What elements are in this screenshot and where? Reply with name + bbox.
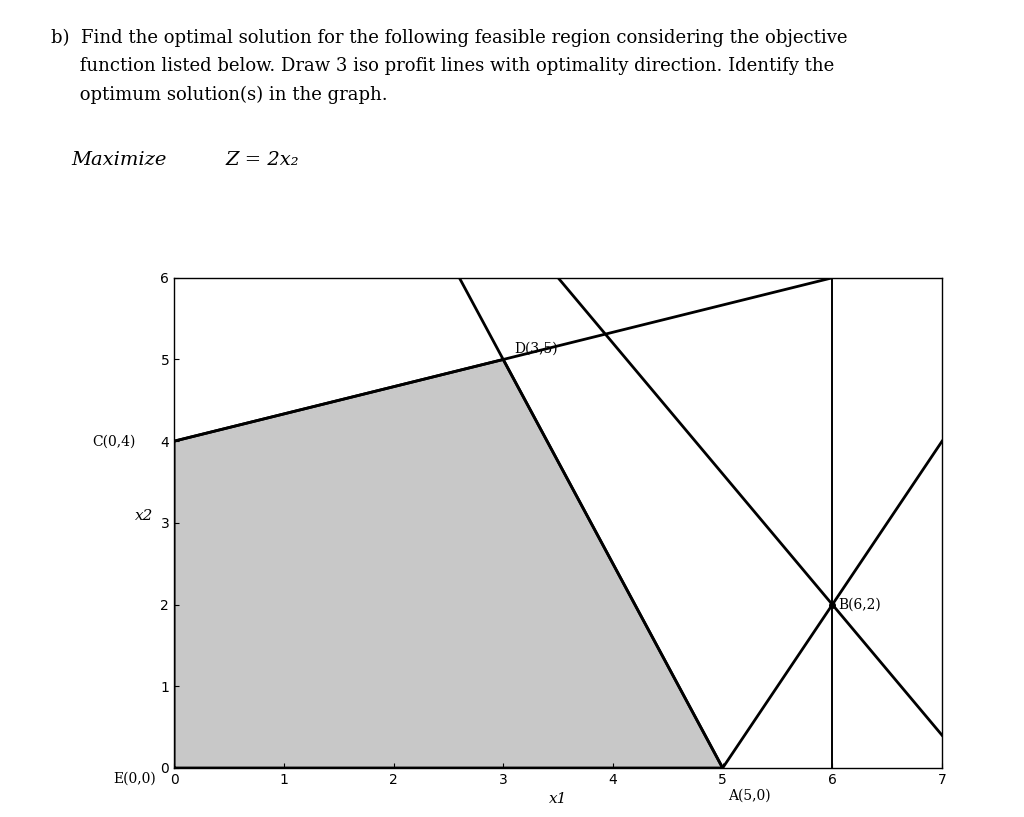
Text: A(5,0): A(5,0) bbox=[728, 788, 771, 802]
Text: b)  Find the optimal solution for the following feasible region considering the : b) Find the optimal solution for the fol… bbox=[51, 29, 848, 47]
Text: B(6,2): B(6,2) bbox=[838, 597, 881, 612]
Y-axis label: x2: x2 bbox=[134, 509, 153, 523]
Polygon shape bbox=[174, 359, 723, 768]
Text: Z = 2x₂: Z = 2x₂ bbox=[225, 151, 299, 169]
Text: Maximize: Maximize bbox=[72, 151, 167, 169]
Text: E(0,0): E(0,0) bbox=[114, 772, 157, 786]
Text: C(0,4): C(0,4) bbox=[92, 434, 135, 449]
Text: D(3,5): D(3,5) bbox=[514, 342, 558, 355]
Text: optimum solution(s) in the graph.: optimum solution(s) in the graph. bbox=[51, 86, 388, 104]
Text: function listed below. Draw 3 iso profit lines with optimality direction. Identi: function listed below. Draw 3 iso profit… bbox=[51, 57, 835, 75]
X-axis label: x1: x1 bbox=[549, 792, 567, 806]
